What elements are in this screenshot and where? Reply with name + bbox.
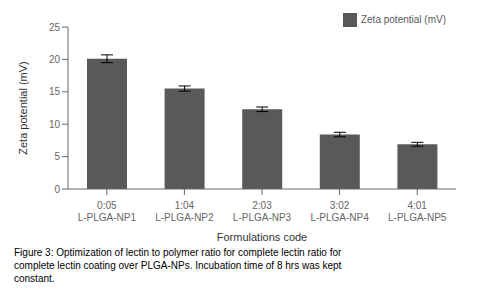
svg-text:1:04L-PLGA-NP2: 1:04L-PLGA-NP2 (155, 200, 214, 223)
svg-text:15: 15 (49, 86, 61, 97)
svg-text:3:02L-PLGA-NP4: 3:02L-PLGA-NP4 (310, 200, 369, 223)
svg-text:0: 0 (54, 184, 60, 195)
html-text:Figure 3: Optimization of lect: Figure 3: Optimization of lectin to poly… (14, 247, 342, 258)
svg-text:25: 25 (49, 22, 61, 33)
svg-text:Zeta potential (mV): Zeta potential (mV) (17, 61, 29, 155)
svg-text:0:05L-PLGA-NP1: 0:05L-PLGA-NP1 (78, 200, 137, 223)
svg-text:2:03L-PLGA-NP3: 2:03L-PLGA-NP3 (233, 200, 292, 223)
svg-text:5: 5 (54, 151, 60, 162)
html-text:constant.: constant. (14, 273, 55, 284)
svg-text:4:01L-PLGA-NP5: 4:01L-PLGA-NP5 (388, 200, 447, 223)
html-text:complete lectin coating over P: complete lectin coating over PLGA-NPs. I… (14, 260, 342, 271)
html-text:Zeta potential (mV): Zeta potential (mV) (361, 13, 446, 25)
svg-text:10: 10 (49, 119, 61, 130)
svg-text:20: 20 (49, 54, 61, 65)
svg-text:Formulations code: Formulations code (217, 231, 308, 243)
